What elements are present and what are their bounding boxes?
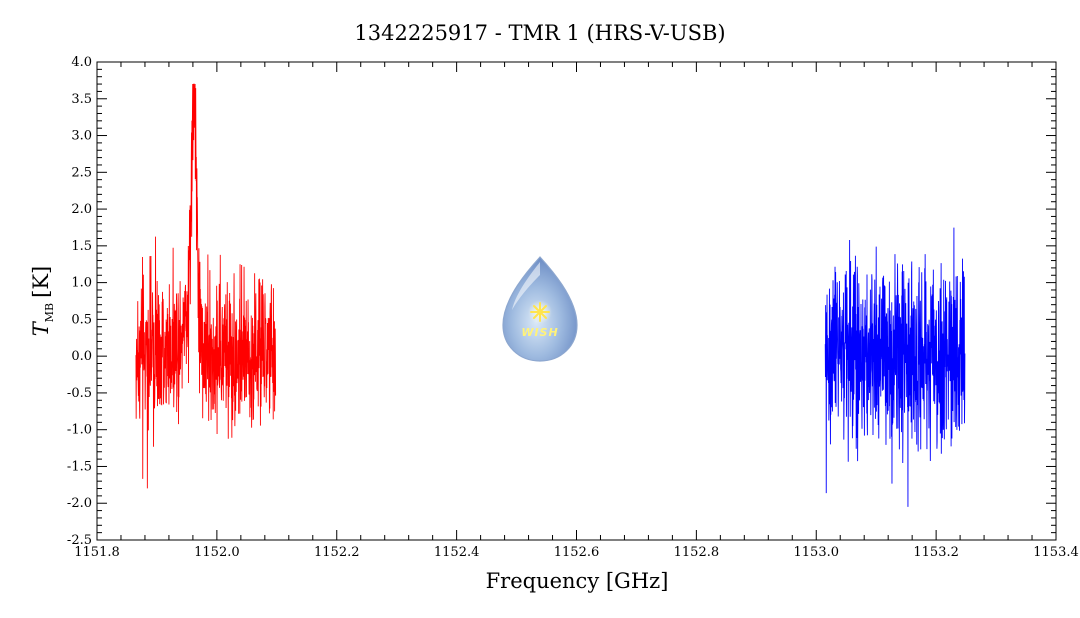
x-tick-label: 1152.4 <box>434 545 480 560</box>
y-tick-label: 4.0 <box>71 55 92 70</box>
y-axis-unit: [K] <box>29 266 53 298</box>
y-tick-label: 2.5 <box>71 165 92 180</box>
x-tick-label: 1153.2 <box>913 545 959 560</box>
y-tick-label: -2.0 <box>67 496 92 511</box>
spectrum-series-1 <box>135 83 277 489</box>
chart-title: 1342225917 - TMR 1 (HRS-V-USB) <box>354 21 725 45</box>
x-tick-label: 1152.6 <box>554 545 600 560</box>
wish-logo: WISH <box>502 256 578 362</box>
x-tick-label: 1152.8 <box>674 545 720 560</box>
x-axis-title: Frequency [GHz] <box>486 569 669 593</box>
y-axis-subscript: MB <box>43 303 56 322</box>
y-tick-label: -2.5 <box>67 533 92 548</box>
spectrum-series-2 <box>824 227 966 507</box>
y-tick-label: 1.0 <box>71 276 92 291</box>
y-tick-label: -0.5 <box>67 386 92 401</box>
series-layer <box>135 83 966 507</box>
x-tick-label: 1151.8 <box>74 545 120 560</box>
x-tick-label: 1153.4 <box>1033 545 1079 560</box>
wish-logo-text: WISH <box>521 326 558 339</box>
star-icon <box>530 302 550 322</box>
y-tick-label: 3.0 <box>71 129 92 144</box>
x-tick-label: 1152.2 <box>314 545 360 560</box>
y-tick-label: 1.5 <box>71 239 92 254</box>
x-tick-label: 1152.0 <box>194 545 240 560</box>
y-axis-symbol: T <box>29 320 53 336</box>
y-axis-title: TMB [K] <box>29 266 56 336</box>
y-tick-label: 3.5 <box>71 92 92 107</box>
y-tick-label: -1.0 <box>67 423 92 438</box>
y-tick-label: 0.0 <box>71 349 92 364</box>
y-tick-label: 0.5 <box>71 312 92 327</box>
y-tick-label: 2.0 <box>71 202 92 217</box>
x-tick-label: 1153.0 <box>794 545 840 560</box>
y-tick-label: -1.5 <box>67 459 92 474</box>
ticks-layer: 1151.8 1152.0 1152.2 1152.4 1152.6 1152.8 1153… <box>67 55 1079 560</box>
